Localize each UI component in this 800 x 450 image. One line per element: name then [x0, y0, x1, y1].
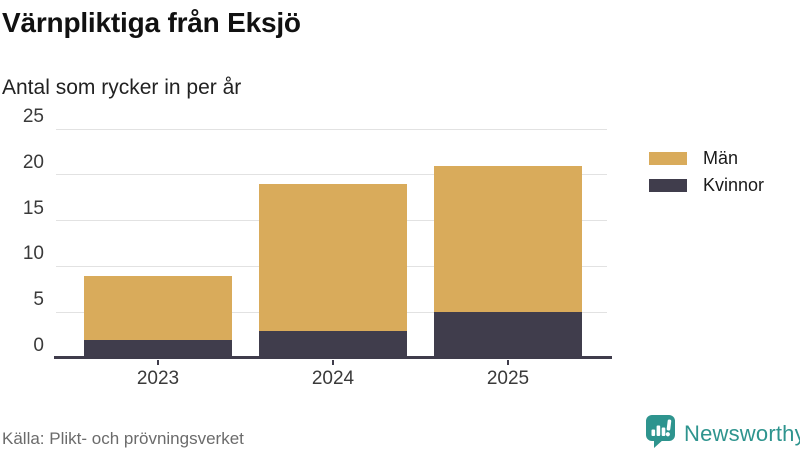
- y-tick-label-15: 15: [22, 197, 44, 219]
- legend-item-mn: Män: [649, 145, 764, 172]
- y-tick-label-25: 25: [22, 106, 44, 127]
- y-tick-label-10: 10: [22, 243, 44, 265]
- y-tick-label-20: 20: [22, 151, 44, 173]
- x-tick-2025: [507, 360, 509, 365]
- x-tick-label-2025: 2025: [486, 368, 530, 389]
- legend-label: Kvinnor: [703, 175, 765, 195]
- x-tick-2023: [157, 360, 159, 365]
- bar-segment-kvinnor-2025: [434, 312, 582, 358]
- y-tick-label-5: 5: [33, 289, 44, 311]
- x-tick-label-2023: 2023: [136, 368, 180, 389]
- x-axis-line: [54, 356, 612, 359]
- chart-subtitle: Antal som rycker in per år: [2, 76, 242, 99]
- y-tick-label-0: 0: [33, 335, 44, 356]
- x-tick-label-2024: 2024: [311, 368, 355, 389]
- legend: Män Kvinnor: [649, 145, 764, 199]
- bar-segment-kvinnor-2024: [259, 330, 407, 358]
- brand-footer: Newsworthy: [645, 414, 800, 450]
- legend-swatch: [649, 179, 687, 192]
- legend-item-kvinnor: Kvinnor: [649, 172, 764, 199]
- x-tick-2024: [332, 360, 334, 365]
- bar-segment-kvinnor-2023: [84, 339, 232, 358]
- chart-title: Värnpliktiga från Eksjö: [2, 7, 301, 38]
- bar-segment-man-2023: [84, 275, 232, 340]
- legend-swatch: [649, 152, 687, 165]
- newsworthy-logo-icon: [645, 414, 677, 450]
- legend-label: Män: [703, 148, 739, 168]
- gridline-25: [56, 128, 607, 130]
- brand-name: Newsworthy: [684, 420, 800, 446]
- source-note: Källa: Plikt- och prövningsverket: [2, 429, 244, 448]
- bar-segment-man-2025: [434, 165, 582, 313]
- bar-segment-man-2024: [259, 183, 407, 331]
- plot-area: 2023 2024 2025 0 5 10 15 20 25: [23, 106, 612, 389]
- gridline-20: [56, 174, 607, 176]
